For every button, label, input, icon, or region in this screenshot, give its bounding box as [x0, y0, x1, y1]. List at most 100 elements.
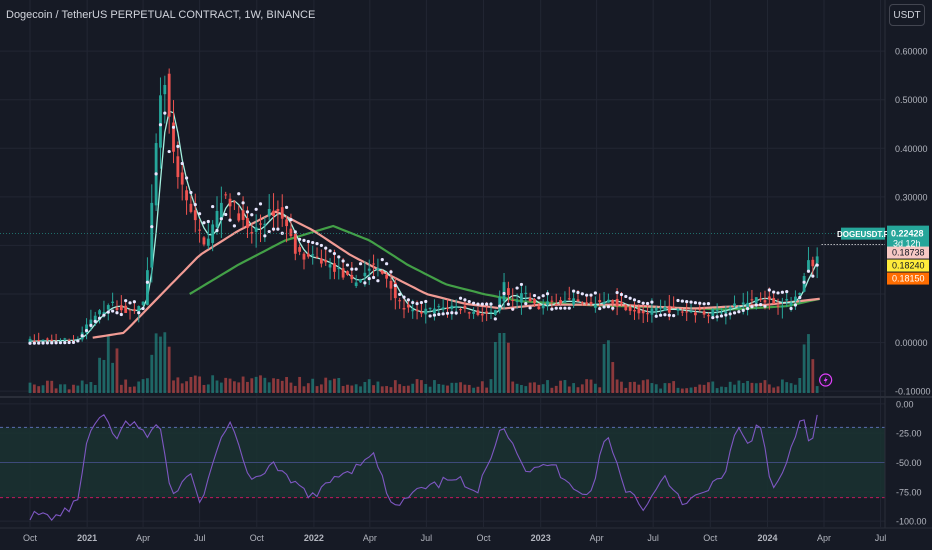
candle-body — [398, 300, 402, 302]
candle-body — [306, 253, 310, 257]
x-tick-label: Oct — [23, 533, 38, 543]
candle-body — [411, 309, 415, 312]
volume-bar — [167, 346, 171, 393]
volume-bar — [319, 384, 323, 393]
sar-dot — [137, 311, 141, 315]
sar-dot — [371, 275, 376, 280]
candle-body — [333, 263, 336, 272]
x-tick-label: 2023 — [531, 533, 551, 543]
sar-dot — [254, 207, 258, 211]
sar-dot — [558, 306, 563, 310]
volume-bar — [672, 381, 676, 393]
volume-bar — [233, 381, 236, 393]
volume-bar — [767, 384, 771, 393]
volume-bar — [685, 388, 689, 393]
volume-bar — [698, 384, 702, 393]
currency-button[interactable]: USDT — [889, 4, 925, 26]
sar-dot — [141, 306, 145, 311]
volume-bar — [776, 386, 780, 393]
sar-dot — [702, 302, 706, 306]
candle-body — [489, 311, 493, 313]
volume-bar — [359, 386, 362, 393]
oscillator-series — [29, 414, 818, 521]
candle-body — [602, 302, 606, 305]
volume-bar — [467, 384, 471, 393]
candle-body — [185, 190, 188, 201]
volume-bar — [493, 342, 497, 393]
candle-body — [293, 233, 297, 254]
candle-body — [776, 305, 780, 307]
candle-body — [115, 307, 119, 310]
sar-dot — [450, 311, 454, 315]
osc-tick-label: -75.00 — [896, 487, 922, 497]
volume-bar — [402, 386, 406, 393]
countdown-tag: 3d 12h — [893, 239, 921, 249]
candle-body — [298, 247, 302, 252]
sar-dot — [541, 294, 545, 298]
sar-dot — [719, 314, 724, 318]
volume-bar — [298, 376, 302, 393]
sar-dot — [315, 242, 319, 246]
x-tick-label: Oct — [250, 533, 265, 543]
candle-body — [676, 308, 680, 311]
volume-bar — [380, 386, 384, 393]
candle-body — [37, 340, 41, 342]
sar-dot — [163, 111, 167, 115]
volume-bar — [563, 380, 567, 393]
x-tick-label: Jul — [875, 533, 887, 543]
sar-dot — [367, 276, 371, 281]
y-tick-label: 0.40000 — [895, 144, 928, 154]
candle-body — [98, 310, 101, 315]
candle-body — [472, 311, 475, 314]
candle-body — [132, 309, 136, 311]
volume-bar — [428, 386, 432, 393]
volume-bar — [202, 384, 206, 393]
volume-bar — [172, 380, 175, 393]
candle-body — [615, 298, 619, 307]
candle-body — [585, 302, 589, 305]
sar-dot — [741, 308, 745, 312]
volume-bar — [728, 381, 732, 393]
sar-dot — [337, 255, 341, 259]
sar-dot — [424, 299, 428, 304]
volume-bar — [528, 382, 532, 393]
sar-dot — [615, 290, 619, 295]
volume-bar — [550, 387, 554, 393]
sar-dot — [672, 314, 676, 318]
candle-body — [633, 309, 636, 312]
volume-bar — [580, 384, 584, 393]
ma-value-tag-2: 0.18150 — [892, 274, 925, 284]
sar-dot — [284, 205, 289, 209]
sar-dot — [754, 303, 758, 307]
osc-tick-label: 0.00 — [896, 399, 914, 409]
volume-bar — [789, 383, 793, 393]
volume-bar — [424, 384, 428, 393]
candle-body — [324, 259, 328, 263]
sar-dot — [767, 288, 771, 292]
sar-dot — [628, 296, 632, 300]
candle-body — [180, 172, 184, 185]
sar-dot — [389, 270, 393, 274]
volume-bar — [506, 342, 510, 393]
candle-body — [772, 297, 776, 304]
sar-dot — [263, 234, 267, 238]
candle-body — [463, 305, 467, 309]
sar-dot — [580, 292, 584, 296]
sar-dot — [776, 291, 780, 295]
sar-dot — [202, 221, 206, 225]
sar-dot — [619, 292, 624, 297]
candle-body — [219, 202, 223, 219]
candle-body — [798, 292, 802, 295]
sar-dots — [28, 111, 819, 345]
candle-body — [650, 308, 654, 315]
last-price-tag: 0.22428 — [891, 229, 924, 239]
volume-bar — [524, 386, 528, 393]
sar-dot — [341, 259, 345, 263]
sar-dot — [728, 312, 732, 316]
sar-dot — [245, 210, 250, 214]
volume-bar — [763, 380, 767, 393]
volume-bar — [37, 386, 41, 393]
sar-dot — [585, 293, 589, 297]
volume-bar — [80, 380, 84, 393]
